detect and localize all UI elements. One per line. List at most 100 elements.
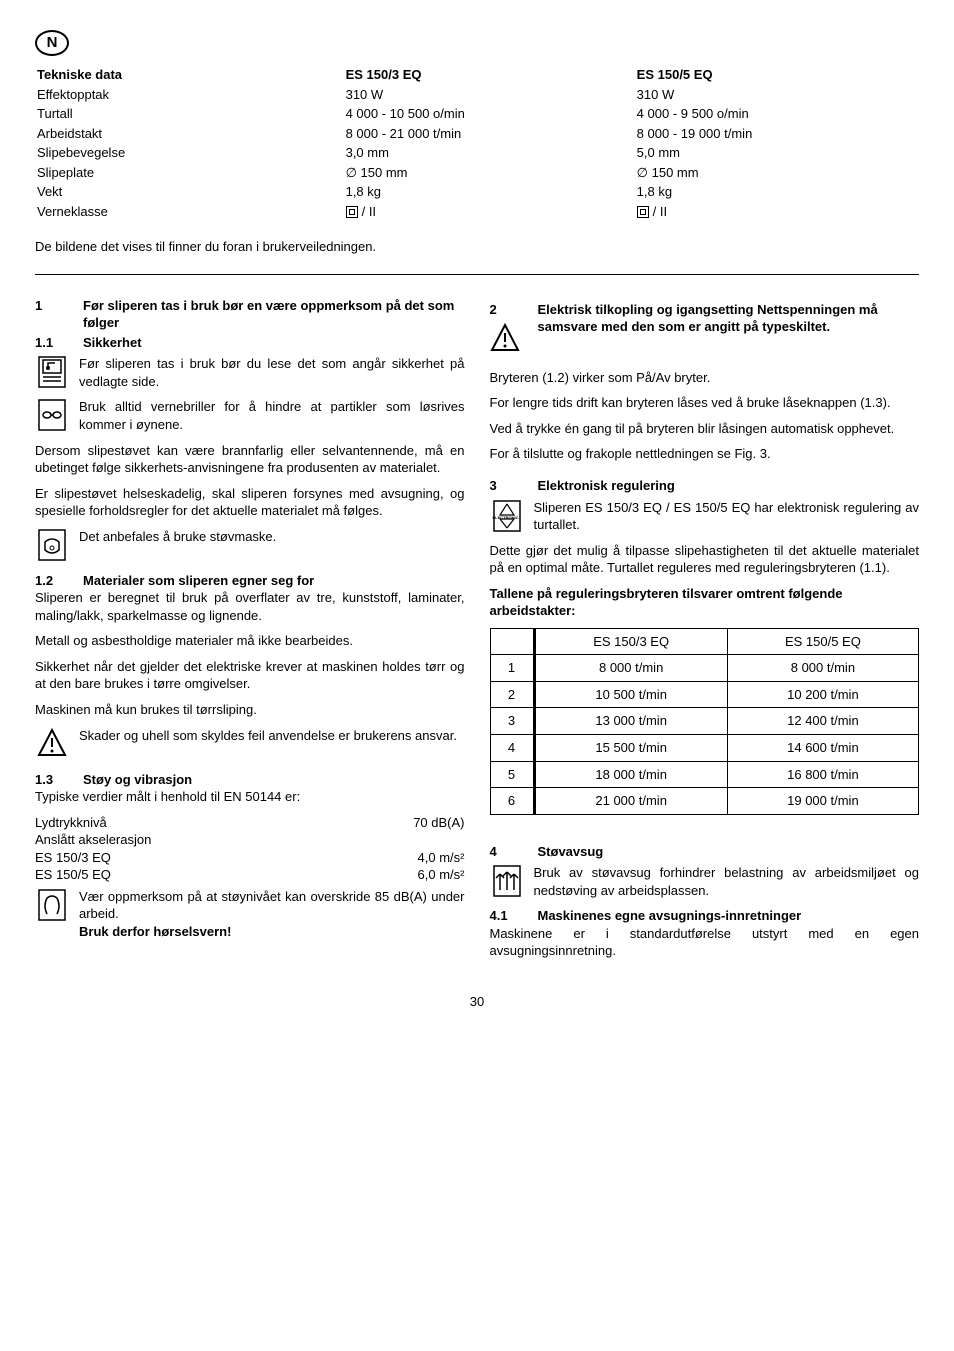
manual-icon — [37, 355, 67, 389]
dust-extraction-icon — [492, 864, 522, 898]
value-row: Lydtrykknivå70 dB(A) — [35, 814, 465, 832]
body-text: Vær oppmerksom på at støynivået kan over… — [79, 888, 465, 923]
table-cell: 15 500 t/min — [534, 734, 727, 761]
spec-label: Turtall — [37, 105, 344, 123]
section-title: Før sliperen tas i bruk bør en være oppm… — [83, 297, 465, 332]
body-text: Dersom slipestøvet kan være brannfarlig … — [35, 442, 465, 477]
subsection-title: Maskinenes egne avsugnings-innretninger — [538, 907, 920, 925]
spec-val: 8 000 - 19 000 t/min — [637, 125, 917, 143]
spec-val: / II — [346, 203, 635, 222]
spec-val: ∅ 150 mm — [637, 164, 917, 182]
warning-icon — [37, 727, 67, 761]
section-number: 1 — [35, 297, 83, 315]
spec-label: Effektopptak — [37, 86, 344, 104]
divider — [35, 274, 919, 275]
spec-val: 3,0 mm — [346, 144, 635, 162]
warning-icon — [490, 322, 520, 356]
table-header: ES 150/5 EQ — [727, 628, 918, 655]
body-text: Maskinen må kun brukes til tørrsliping. — [35, 701, 465, 719]
right-column: 2 Elektrisk tilkopling og igangsetting N… — [490, 297, 920, 968]
spec-label: Verneklasse — [37, 203, 344, 222]
table-cell: 13 000 t/min — [534, 708, 727, 735]
section-title: Støvavsug — [538, 843, 604, 861]
table-cell: 2 — [490, 681, 534, 708]
body-text: Er slipestøvet helseskadelig, skal slipe… — [35, 485, 465, 520]
spec-val: 5,0 mm — [637, 144, 917, 162]
value-row: ES 150/5 EQ6,0 m/s² — [35, 866, 465, 884]
body-text: Det anbefales å bruke støvmaske. — [79, 528, 276, 546]
table-caption: Tallene på reguleringsbryteren tilsvarer… — [490, 585, 920, 620]
left-column: 1 Før sliperen tas i bruk bør en være op… — [35, 297, 465, 968]
body-text: Anslått akselerasjon — [35, 831, 465, 849]
section-title: Elektronisk regulering — [538, 477, 675, 495]
table-cell: 8 000 t/min — [534, 655, 727, 682]
table-cell: 10 500 t/min — [534, 681, 727, 708]
table-cell: 1 — [490, 655, 534, 682]
spec-val: / II — [637, 203, 917, 222]
body-text: For å tilslutte og frakople nettledninge… — [490, 445, 920, 463]
table-cell: 4 — [490, 734, 534, 761]
section-number: 3 — [490, 477, 538, 495]
table-cell: 3 — [490, 708, 534, 735]
body-text-bold: Bruk derfor hørselsvern! — [79, 923, 465, 941]
spec-val: ∅ 150 mm — [346, 164, 635, 182]
table-cell: 18 000 t/min — [534, 761, 727, 788]
table-header: ES 150/3 EQ — [534, 628, 727, 655]
specs-head-3: ES 150/5 EQ — [637, 66, 917, 84]
spec-label: Arbeidstakt — [37, 125, 344, 143]
table-cell: 14 600 t/min — [727, 734, 918, 761]
body-text: Bruk av støvavsug forhindrer belastning … — [534, 864, 920, 899]
value-row: ES 150/3 EQ4,0 m/s² — [35, 849, 465, 867]
subsection-title: Sikkerhet — [83, 334, 142, 352]
body-text: Sliperen ES 150/3 EQ / ES 150/5 EQ har e… — [534, 499, 920, 534]
body-text: Dette gjør det mulig å tilpasse slipehas… — [490, 542, 920, 577]
ear-protection-icon — [37, 888, 67, 922]
subsection-title: Materialer som sliperen egner seg for — [83, 572, 314, 590]
spec-val: 310 W — [346, 86, 635, 104]
spec-val: 310 W — [637, 86, 917, 104]
specs-table: Tekniske data ES 150/3 EQ ES 150/5 EQ Ef… — [35, 64, 919, 224]
table-cell: 6 — [490, 788, 534, 815]
page-number: 30 — [35, 993, 919, 1011]
body-text: Typiske verdier målt i henhold til EN 50… — [35, 788, 465, 806]
spec-val: 1,8 kg — [346, 183, 635, 201]
body-text: Bruk alltid vernebriller for å hindre at… — [79, 398, 465, 433]
table-cell: 12 400 t/min — [727, 708, 918, 735]
speed-table: ES 150/3 EQ ES 150/5 EQ 18 000 t/min8 00… — [490, 628, 920, 815]
class-icon — [637, 206, 649, 218]
body-text: Ved å trykke én gang til på bryteren bli… — [490, 420, 920, 438]
spec-val: 4 000 - 9 500 o/min — [637, 105, 917, 123]
table-cell: 19 000 t/min — [727, 788, 918, 815]
body-text: Bryteren (1.2) virker som På/Av bryter. — [490, 369, 920, 387]
body-text: Metall og asbestholdige materialer må ik… — [35, 632, 465, 650]
subsection-number: 1.2 — [35, 572, 83, 590]
table-cell: 5 — [490, 761, 534, 788]
body-text: Sikkerhet når det gjelder det elektriske… — [35, 658, 465, 693]
spec-label: Slipebevegelse — [37, 144, 344, 162]
mask-icon — [37, 528, 67, 562]
country-badge: N — [35, 30, 69, 56]
section-number: 4 — [490, 843, 538, 861]
table-cell: 8 000 t/min — [727, 655, 918, 682]
subsection-number: 1.3 — [35, 771, 83, 789]
spec-val: 1,8 kg — [637, 183, 917, 201]
body-text: Skader og uhell som skyldes feil anvende… — [79, 727, 457, 745]
specs-head-2: ES 150/3 EQ — [346, 66, 635, 84]
subsection-title: Støy og vibrasjon — [83, 771, 192, 789]
section-title: Elektrisk tilkopling og igangsetting Net… — [538, 301, 920, 336]
electronic-label: ELECTRONIC — [493, 515, 519, 520]
subsection-number: 4.1 — [490, 907, 538, 925]
specs-head-1: Tekniske data — [37, 66, 344, 84]
table-header — [490, 628, 534, 655]
spec-val: 8 000 - 21 000 t/min — [346, 125, 635, 143]
section-number: 2 — [490, 301, 538, 319]
body-text: Maskinene er i standardutførelse utstyrt… — [490, 925, 920, 960]
subsection-number: 1.1 — [35, 334, 83, 352]
body-text: Før sliperen tas i bruk bør du lese det … — [79, 355, 465, 390]
body-text: For lengre tids drift kan bryteren låses… — [490, 394, 920, 412]
goggles-icon — [37, 398, 67, 432]
spec-label: Slipeplate — [37, 164, 344, 182]
class-icon — [346, 206, 358, 218]
image-reference-note: De bildene det vises til finner du foran… — [35, 238, 919, 256]
body-text: Sliperen er beregnet til bruk på overfla… — [35, 589, 465, 624]
